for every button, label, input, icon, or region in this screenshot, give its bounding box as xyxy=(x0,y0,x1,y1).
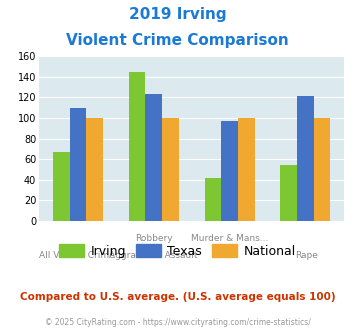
Bar xyxy=(221,121,238,221)
Bar xyxy=(297,96,314,221)
Text: Violent Crime Comparison: Violent Crime Comparison xyxy=(66,33,289,48)
Text: Murder & Mans...: Murder & Mans... xyxy=(191,234,268,243)
Bar xyxy=(314,118,331,221)
Bar xyxy=(70,108,86,221)
Text: All Violent Crime: All Violent Crime xyxy=(39,251,115,260)
Bar xyxy=(280,165,297,221)
Legend: Irving, Texas, National: Irving, Texas, National xyxy=(54,239,301,263)
Bar xyxy=(53,152,70,221)
Bar xyxy=(86,118,103,221)
Bar xyxy=(162,118,179,221)
Text: Robbery: Robbery xyxy=(135,234,172,243)
Bar xyxy=(129,72,146,221)
Text: Compared to U.S. average. (U.S. average equals 100): Compared to U.S. average. (U.S. average … xyxy=(20,292,335,302)
Text: 2019 Irving: 2019 Irving xyxy=(129,7,226,21)
Bar xyxy=(146,94,162,221)
Text: Rape: Rape xyxy=(295,251,318,260)
Bar xyxy=(238,118,255,221)
Text: © 2025 CityRating.com - https://www.cityrating.com/crime-statistics/: © 2025 CityRating.com - https://www.city… xyxy=(45,318,310,327)
Text: Aggravated Assault: Aggravated Assault xyxy=(109,251,198,260)
Bar xyxy=(204,178,221,221)
